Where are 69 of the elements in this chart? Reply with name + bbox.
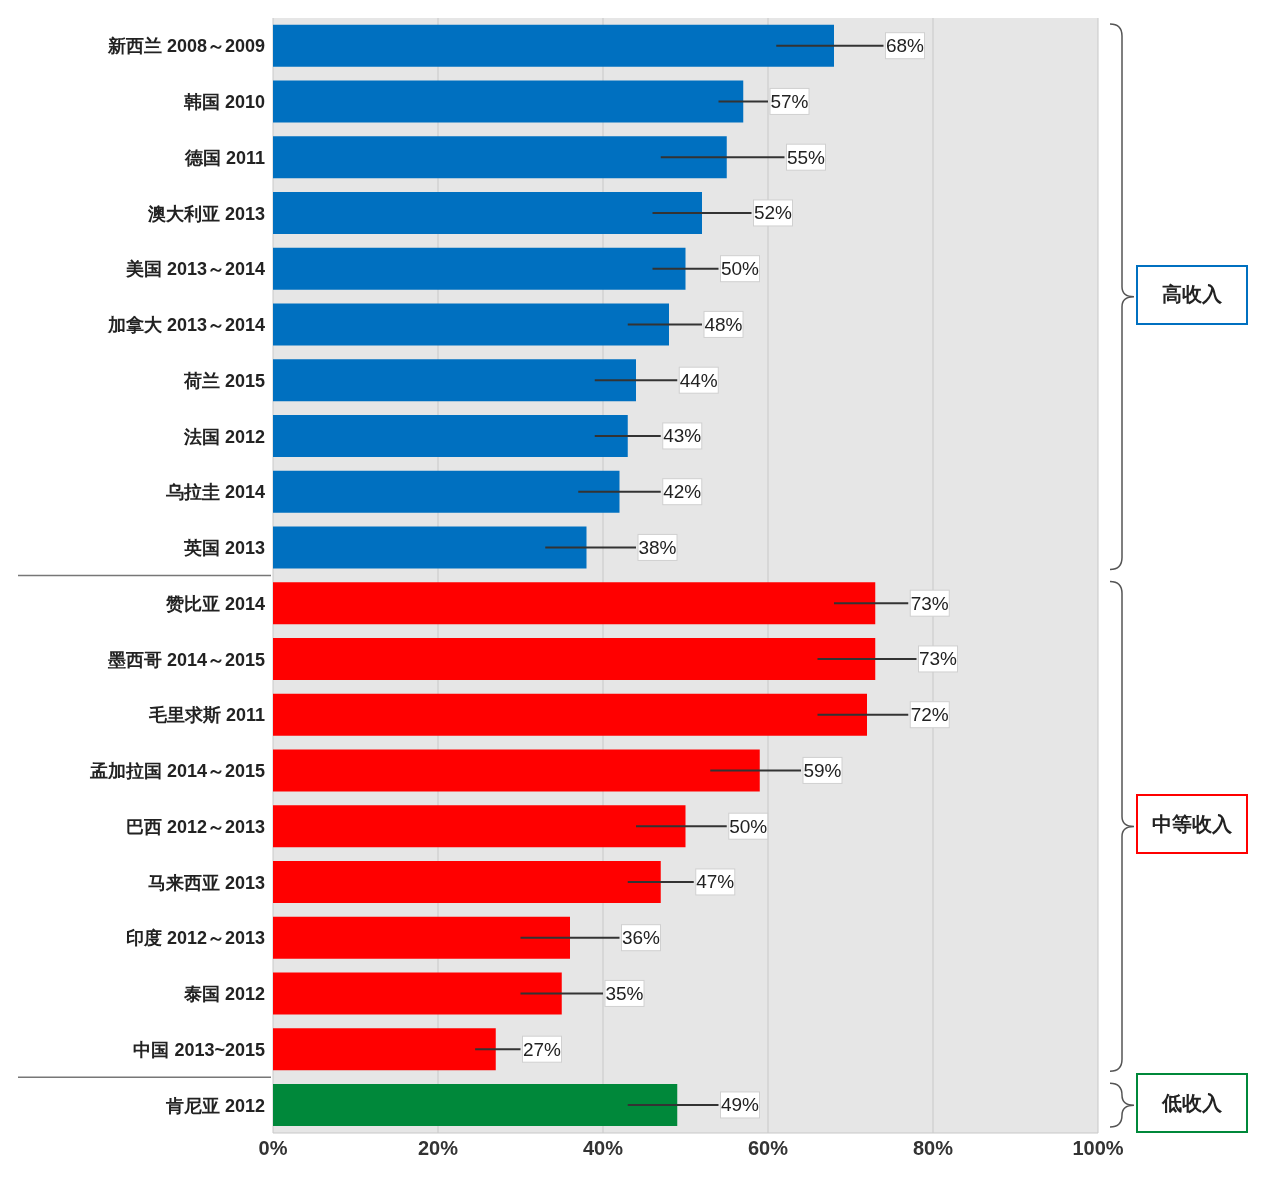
bar xyxy=(273,359,636,402)
y-tick-label: 马来西亚 2013 xyxy=(147,872,265,893)
y-tick-label: 美国 2013～2014 xyxy=(124,259,265,280)
bar xyxy=(273,80,744,123)
data-label: 68% xyxy=(885,35,925,57)
y-tick-label: 孟加拉国 2014～2015 xyxy=(88,761,265,782)
y-tick-label: 泰国 2012 xyxy=(182,984,265,1005)
data-label: 73% xyxy=(910,592,949,614)
bar xyxy=(273,1028,496,1071)
data-label: 59% xyxy=(803,759,842,781)
bar xyxy=(273,414,628,457)
y-tick-label: 乌拉圭 2014 xyxy=(164,482,265,503)
data-label: 43% xyxy=(663,425,702,447)
x-tick-label: 40% xyxy=(582,1137,624,1160)
data-label: 38% xyxy=(638,536,677,558)
data-label: 50% xyxy=(720,258,760,280)
y-tick-label: 巴西 2012～2013 xyxy=(125,816,265,837)
bar xyxy=(273,972,562,1015)
y-tick-label: 法国 2012 xyxy=(182,426,265,447)
data-label: 27% xyxy=(522,1038,562,1060)
y-tick-label: 印度 2012～2013 xyxy=(125,928,265,949)
bar xyxy=(273,24,834,67)
y-tick-label: 赞比亚 2014 xyxy=(164,593,265,614)
y-tick-label: 韩国 2010 xyxy=(182,92,265,113)
y-tick-label: 墨西哥 2014～2015 xyxy=(106,649,265,670)
data-label: 49% xyxy=(720,1094,760,1116)
bar xyxy=(273,582,876,625)
bar xyxy=(273,805,686,848)
bar xyxy=(273,191,702,234)
y-tick-label: 加拿大 2013～2014 xyxy=(106,315,265,336)
bar xyxy=(273,1083,678,1126)
data-label: 55% xyxy=(786,146,826,168)
bar xyxy=(273,470,620,513)
data-label: 50% xyxy=(729,815,768,837)
bar xyxy=(273,916,570,959)
data-label: 72% xyxy=(910,704,949,726)
data-label: 47% xyxy=(696,871,735,893)
x-tick-label: 80% xyxy=(912,1137,954,1160)
bar xyxy=(273,637,876,680)
data-label: 42% xyxy=(663,481,702,503)
x-tick-label: 20% xyxy=(417,1137,459,1160)
y-tick-label: 毛里求斯 2011 xyxy=(147,705,265,726)
y-tick-label: 澳大利亚 2013 xyxy=(146,203,265,224)
data-label: 48% xyxy=(704,313,743,335)
bar xyxy=(273,136,727,179)
bar xyxy=(273,303,669,346)
y-tick-label: 中国 2013~2015 xyxy=(133,1039,265,1060)
data-label: 44% xyxy=(679,369,718,391)
x-tick-label: 60% xyxy=(747,1137,789,1160)
y-tick-label: 新西兰 2008～2009 xyxy=(106,36,265,57)
data-label: 57% xyxy=(770,90,809,112)
y-tick-label: 荷兰 2015 xyxy=(182,370,265,391)
bar xyxy=(273,860,661,903)
x-tick-label: 0% xyxy=(258,1137,288,1160)
text: 低收入 xyxy=(1162,1090,1222,1116)
y-tick-label: 德国 2011 xyxy=(183,147,265,168)
bar xyxy=(273,693,867,736)
data-label: 73% xyxy=(918,648,958,670)
data-label: 52% xyxy=(753,202,793,224)
y-tick-label: 英国 2013 xyxy=(182,538,265,559)
x-tick-label: 100% xyxy=(1072,1137,1124,1160)
y-tick-label: 肯尼亚 2012 xyxy=(164,1095,265,1116)
data-label: 36% xyxy=(621,927,661,949)
text: 中等收入 xyxy=(1152,811,1232,837)
data-label: 35% xyxy=(605,982,644,1004)
bar xyxy=(273,526,587,569)
bar xyxy=(273,247,686,290)
bar xyxy=(273,749,760,792)
text: 高收入 xyxy=(1162,282,1222,308)
